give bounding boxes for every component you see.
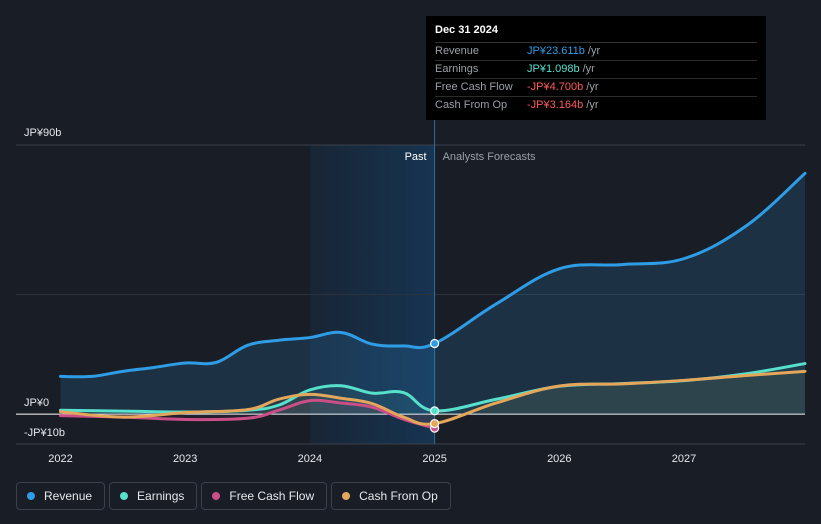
- legend-label: Cash From Op: [359, 489, 438, 503]
- past-label: Past: [405, 151, 427, 163]
- x-tick-label-2022: 2022: [48, 453, 72, 465]
- tooltip-unit: /yr: [587, 45, 601, 57]
- series-area-revenue: [60, 173, 806, 415]
- y-axis-label-zero: JP¥0: [24, 397, 49, 409]
- legend-dot-icon: [342, 492, 351, 500]
- legend: Revenue Earnings Free Cash Flow Cash Fro…: [16, 482, 451, 510]
- x-tick-label-2027: 2027: [672, 453, 696, 465]
- tooltip-label: Cash From Op: [435, 99, 508, 111]
- tooltip-value: -JP¥3.164b: [527, 99, 584, 111]
- legend-label: Revenue: [44, 489, 93, 503]
- legend-item-revenue[interactable]: Revenue: [16, 482, 106, 510]
- legend-dot-icon: [27, 492, 35, 500]
- tooltip-value: JP¥23.611b: [527, 45, 585, 57]
- tooltip-value: -JP¥4.700b: [527, 81, 584, 93]
- marker-cash-from-op: [430, 418, 440, 429]
- legend-item-earnings[interactable]: Earnings: [109, 482, 198, 510]
- y-axis-label-top: JP¥90b: [24, 127, 61, 139]
- tooltip-label: Earnings: [435, 63, 479, 75]
- x-tick-label-2024: 2024: [298, 453, 322, 465]
- marker-revenue: [430, 338, 440, 349]
- tooltip-label: Revenue: [435, 45, 480, 57]
- legend-label: Free Cash Flow: [229, 489, 315, 503]
- series-line-cash-from-op: [58, 369, 807, 426]
- x-tick-label-2026: 2026: [547, 453, 571, 465]
- series-area-free-cash-flow: [60, 400, 435, 429]
- series-line-revenue: [58, 171, 807, 379]
- series-area-earnings: [60, 363, 806, 415]
- tooltip-date: Dec 31 2024: [435, 24, 757, 43]
- legend-item-free-cash-flow[interactable]: Free Cash Flow: [201, 482, 328, 510]
- tooltip-value: JP¥1.098b: [527, 63, 580, 75]
- marker-earnings: [430, 406, 440, 416]
- tooltip: Dec 31 2024 Revenue JP¥23.611b /yr Earni…: [426, 16, 766, 120]
- x-tick-label-2025: 2025: [422, 453, 446, 465]
- forecast-label: Analysts Forecasts: [443, 151, 536, 163]
- tooltip-unit: /yr: [586, 81, 599, 93]
- tooltip-row-cash-from-op: Cash From Op -JP¥3.164b /yr: [435, 97, 757, 114]
- x-tick-label-2023: 2023: [173, 453, 197, 465]
- legend-label: Earnings: [137, 489, 185, 503]
- legend-item-cash-from-op[interactable]: Cash From Op: [331, 482, 451, 510]
- series-line-free-cash-flow: [58, 398, 437, 430]
- y-axis-label-bottom: -JP¥10b: [24, 427, 65, 439]
- tooltip-label: Free Cash Flow: [435, 81, 513, 93]
- legend-dot-icon: [120, 492, 129, 500]
- tooltip-row-free-cash-flow: Free Cash Flow -JP¥4.700b /yr: [435, 79, 757, 97]
- tooltip-row-revenue: Revenue JP¥23.611b /yr: [435, 43, 757, 61]
- tooltip-unit: /yr: [582, 63, 595, 75]
- tooltip-row-earnings: Earnings JP¥1.098b /yr: [435, 61, 757, 79]
- tooltip-unit: /yr: [586, 99, 599, 111]
- legend-dot-icon: [212, 492, 221, 500]
